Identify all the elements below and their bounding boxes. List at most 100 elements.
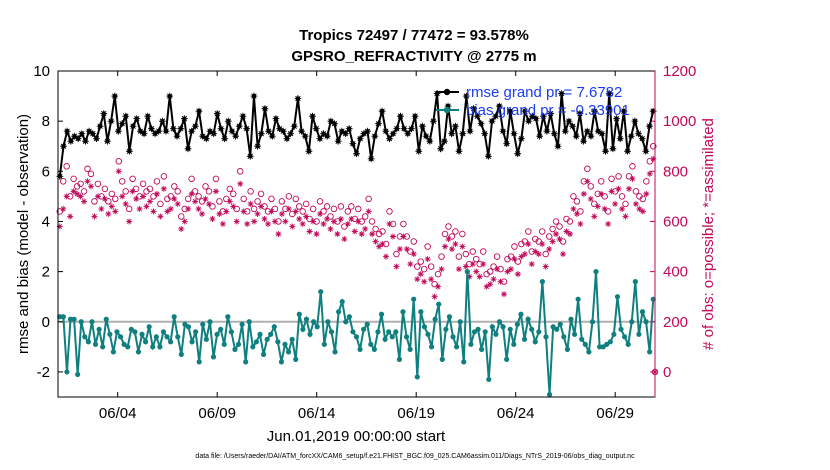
rmse-point-star <box>158 117 166 125</box>
bias-point <box>482 329 488 335</box>
obs-possible-point <box>226 185 234 193</box>
obs-assimilated-point <box>511 256 518 263</box>
rmse-point-star <box>448 130 456 138</box>
bias-point <box>171 314 177 320</box>
bias-point <box>228 329 234 335</box>
bias-point <box>464 269 470 275</box>
obs-assimilated-point <box>650 155 657 162</box>
obs-possible-point <box>549 225 556 233</box>
obs-possible-point <box>108 190 116 198</box>
rmse-point-star <box>602 147 609 155</box>
bias-point <box>275 339 281 345</box>
rmse-point-star <box>235 122 243 130</box>
obs-assimilated-point <box>518 253 525 260</box>
obs-possible-point <box>122 188 129 195</box>
rmse-point-star <box>276 125 283 133</box>
rmse-point-star <box>323 132 331 140</box>
obs-possible-point <box>153 178 161 185</box>
obs-assimilated-point <box>320 220 327 227</box>
obs-possible-point <box>455 253 463 260</box>
bias-point <box>318 289 324 295</box>
bias-point <box>243 359 249 365</box>
obs-possible-point <box>365 195 372 203</box>
obs-assimilated-point <box>608 188 615 195</box>
bias-point <box>511 341 517 347</box>
obs-assimilated-point <box>421 278 428 285</box>
obs-assimilated-point <box>306 228 313 235</box>
obs-possible-point <box>462 250 470 258</box>
obs-possible-point <box>615 173 622 180</box>
bias-point <box>386 329 392 335</box>
rmse-point-star <box>290 122 298 130</box>
rmse-point-star <box>528 112 536 120</box>
rmse-point-star <box>144 112 152 120</box>
obs-possible-point <box>629 163 636 170</box>
bias-point <box>561 334 567 340</box>
obs-assimilated-point <box>230 203 237 210</box>
obs-assimilated-point <box>310 218 317 225</box>
rmse-point-star <box>466 127 474 135</box>
rmse-point-star <box>587 132 595 140</box>
rmse-point-star <box>148 125 155 133</box>
bias-point <box>622 334 628 340</box>
obs-assimilated-point <box>119 193 126 200</box>
plot-area: 06/04 06/09 06/14 06/19 06/24 06/29-202468100… <box>33 63 696 422</box>
rmse-point-star <box>129 122 137 130</box>
bias-point <box>343 319 349 325</box>
y-tick-label-right: 0 <box>663 364 671 381</box>
obs-assimilated-point <box>383 253 389 260</box>
obs-assimilated-point <box>56 223 63 230</box>
y-tick-label-right: 400 <box>663 264 688 281</box>
bias-point <box>325 319 331 325</box>
rmse-point-star <box>283 135 291 143</box>
obs-possible-point <box>94 180 102 188</box>
obs-assimilated-point <box>70 188 77 195</box>
rmse-point-star <box>78 130 86 138</box>
rmse-point-star <box>408 125 415 133</box>
y-axis-label: rmse and bias (model - observation) <box>15 114 32 354</box>
obs-assimilated-point <box>591 213 598 220</box>
obs-possible-point <box>427 263 435 270</box>
obs-possible-point <box>70 175 77 183</box>
rmse-point-star <box>426 137 434 145</box>
obs-assimilated-point <box>365 208 372 215</box>
bias-point <box>564 346 571 352</box>
rmse-point-star <box>473 112 481 120</box>
obs-assimilated-point <box>386 220 393 227</box>
rmse-point-star <box>411 112 419 120</box>
rmse-point-star <box>250 92 258 100</box>
rmse-point-star <box>561 127 569 135</box>
obs-assimilated-point <box>539 241 546 248</box>
bias-point <box>586 349 592 355</box>
rmse-point-star <box>213 110 221 118</box>
bias-point <box>643 319 649 325</box>
obs-possible-point <box>323 203 331 210</box>
obs-assimilated-point <box>126 218 133 225</box>
rmse-point-star <box>287 130 294 138</box>
obs-possible-point <box>191 188 199 195</box>
rmse-point-star <box>499 127 507 135</box>
rmse-point-star <box>261 105 269 113</box>
rmse-point-star <box>580 137 587 145</box>
rmse-point-star <box>481 130 489 138</box>
bias-point <box>282 341 288 347</box>
y-tick-label-right: 800 <box>663 163 688 180</box>
x-tick-label: 06/09 <box>198 405 236 422</box>
rmse-point-star <box>224 117 232 125</box>
bias-point <box>589 319 596 325</box>
obs-assimilated-point <box>133 195 140 202</box>
obs-possible-point <box>289 210 296 218</box>
obs-possible-point <box>330 205 338 213</box>
obs-assimilated-point <box>60 205 67 212</box>
bias-point <box>103 316 109 322</box>
rmse-point-star <box>169 125 177 133</box>
obs-assimilated-point <box>313 231 320 237</box>
rmse-point-star <box>565 117 573 125</box>
obs-assimilated-point <box>112 208 119 215</box>
obs-assimilated-point <box>178 225 185 232</box>
obs-possible-point <box>160 173 168 180</box>
rmse-point-star <box>67 137 75 145</box>
obs-possible-point <box>407 248 414 255</box>
bias-point <box>368 341 374 347</box>
y-tick-label-right: 1000 <box>663 113 696 130</box>
